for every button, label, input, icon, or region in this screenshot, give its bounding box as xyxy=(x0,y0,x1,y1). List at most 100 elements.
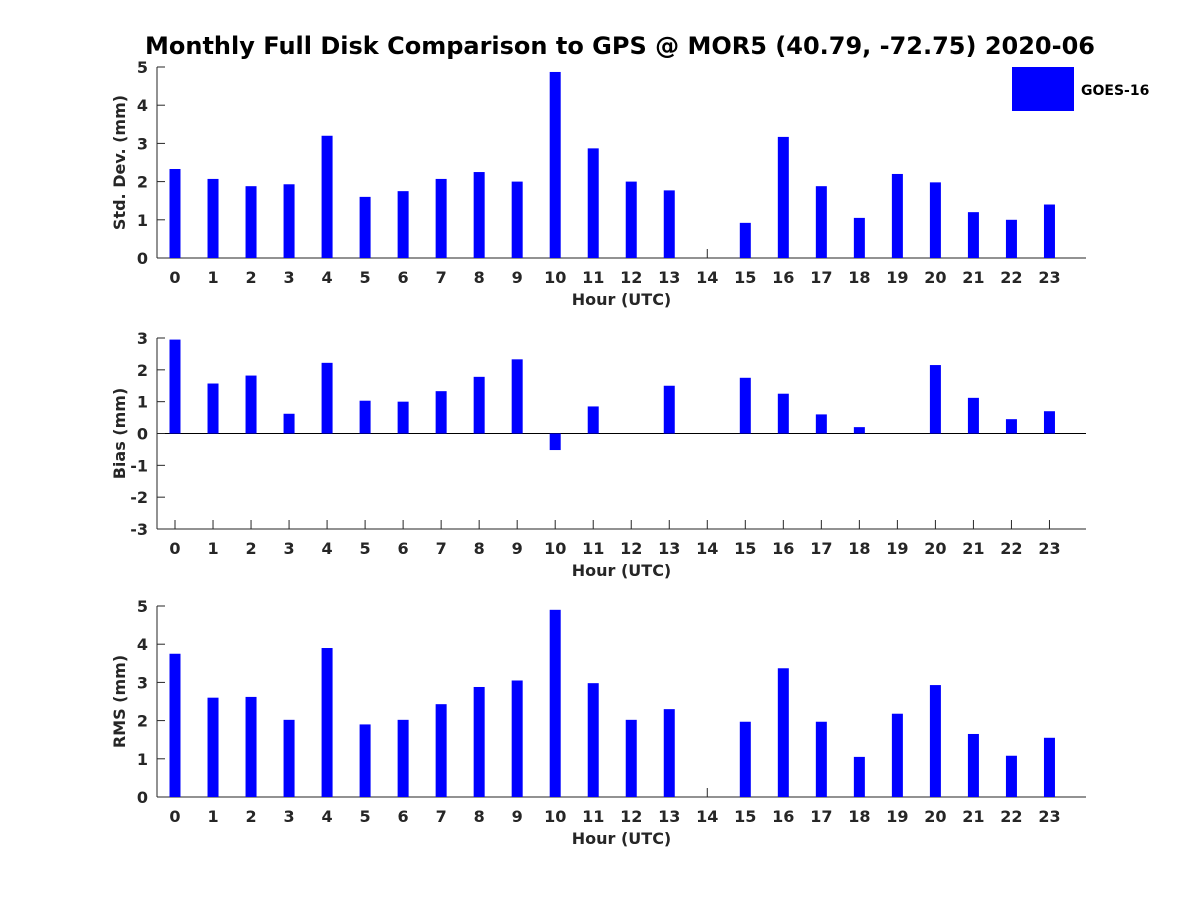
x-tick-label: 12 xyxy=(620,268,642,287)
bar-hour-7 xyxy=(435,178,447,258)
x-tick-label: 4 xyxy=(322,807,333,826)
x-tick-label: 19 xyxy=(886,807,908,826)
x-tick-label: 5 xyxy=(360,807,371,826)
bar-hour-15 xyxy=(739,222,751,258)
bar-hour-20 xyxy=(929,685,941,797)
bar-hour-22 xyxy=(1005,755,1017,797)
y-tick-label: 1 xyxy=(137,750,148,769)
x-tick-label: 1 xyxy=(207,539,218,558)
x-tick-label: 12 xyxy=(620,807,642,826)
bar-hour-8 xyxy=(473,686,485,797)
bar-hour-16 xyxy=(777,393,789,434)
bar-hour-10 xyxy=(549,433,561,451)
bar-hour-5 xyxy=(359,724,371,797)
x-tick-label: 23 xyxy=(1038,268,1060,287)
bar-hour-0 xyxy=(169,339,181,434)
x-tick-label: 4 xyxy=(322,268,333,287)
bar-hour-21 xyxy=(967,212,979,258)
bar-hour-23 xyxy=(1043,737,1055,797)
bar-hour-8 xyxy=(473,376,485,434)
bar-hour-19 xyxy=(891,713,903,797)
x-tick-label: 22 xyxy=(1000,539,1022,558)
y-axis-label: RMS (mm) xyxy=(110,655,129,748)
y-tick-label: 2 xyxy=(137,361,148,380)
bar-hour-22 xyxy=(1005,419,1017,434)
x-tick-label: 18 xyxy=(848,268,870,287)
x-tick-label: 19 xyxy=(886,268,908,287)
bar-hour-15 xyxy=(739,377,751,434)
bar-hour-5 xyxy=(359,400,371,434)
y-tick-label: 2 xyxy=(137,712,148,731)
bar-hour-22 xyxy=(1005,219,1017,258)
bar-hour-9 xyxy=(511,181,523,258)
bar-hour-1 xyxy=(207,178,219,258)
x-tick-label: 22 xyxy=(1000,268,1022,287)
bar-hour-11 xyxy=(587,406,599,434)
y-tick-label: 4 xyxy=(137,635,148,654)
bar-hour-10 xyxy=(549,71,561,258)
x-tick-label: 21 xyxy=(962,268,984,287)
bar-hour-13 xyxy=(663,190,675,258)
legend-swatch xyxy=(1012,67,1074,111)
y-tick-label: 1 xyxy=(137,211,148,230)
x-tick-label: 16 xyxy=(772,268,794,287)
bar-hour-17 xyxy=(815,721,827,797)
x-tick-label: 14 xyxy=(696,807,718,826)
x-tick-label: 19 xyxy=(886,539,908,558)
bar-hour-3 xyxy=(283,184,295,258)
bar-hour-17 xyxy=(815,414,827,434)
y-tick-label: 0 xyxy=(137,788,148,807)
x-tick-label: 15 xyxy=(734,539,756,558)
bar-hour-16 xyxy=(777,668,789,797)
x-tick-label: 11 xyxy=(582,539,604,558)
bar-hour-7 xyxy=(435,704,447,797)
x-tick-label: 14 xyxy=(696,268,718,287)
bar-hour-3 xyxy=(283,413,295,434)
x-tick-label: 6 xyxy=(398,268,409,287)
x-axis-label: Hour (UTC) xyxy=(572,829,672,848)
y-axis-label: Std. Dev. (mm) xyxy=(110,95,129,230)
x-tick-label: 2 xyxy=(245,268,256,287)
x-tick-label: 13 xyxy=(658,807,680,826)
bar-hour-4 xyxy=(321,135,333,258)
x-tick-label: 8 xyxy=(474,807,485,826)
x-tick-label: 6 xyxy=(398,807,409,826)
bar-hour-17 xyxy=(815,186,827,258)
x-tick-label: 23 xyxy=(1038,539,1060,558)
legend-label: GOES-16 xyxy=(1081,83,1149,99)
bar-hour-21 xyxy=(967,733,979,797)
bar-hour-2 xyxy=(245,186,257,258)
bar-hour-20 xyxy=(929,365,941,434)
x-tick-label: 14 xyxy=(696,539,718,558)
bar-hour-18 xyxy=(853,427,865,434)
x-tick-label: 15 xyxy=(734,807,756,826)
bar-hour-21 xyxy=(967,397,979,434)
bar-hour-11 xyxy=(587,148,599,258)
bar-hour-13 xyxy=(663,709,675,797)
x-tick-label: 0 xyxy=(169,268,180,287)
x-tick-label: 20 xyxy=(924,539,946,558)
y-tick-label: -3 xyxy=(130,520,148,539)
x-tick-label: 17 xyxy=(810,268,832,287)
x-tick-label: 9 xyxy=(512,539,523,558)
bar-hour-1 xyxy=(207,383,219,434)
y-tick-label: 0 xyxy=(137,425,148,444)
legend: GOES-16 xyxy=(1012,67,1149,111)
x-tick-label: 12 xyxy=(620,539,642,558)
y-tick-label: 2 xyxy=(137,173,148,192)
y-tick-label: -2 xyxy=(130,488,148,507)
y-tick-label: 1 xyxy=(137,393,148,412)
bar-hour-10 xyxy=(549,609,561,797)
x-tick-label: 0 xyxy=(169,807,180,826)
x-tick-label: 5 xyxy=(360,539,371,558)
bar-hour-12 xyxy=(625,719,637,797)
bar-hour-6 xyxy=(397,719,409,797)
y-tick-label: -1 xyxy=(130,456,148,475)
x-tick-label: 7 xyxy=(436,807,447,826)
bar-hour-18 xyxy=(853,756,865,797)
bar-hour-19 xyxy=(891,173,903,258)
